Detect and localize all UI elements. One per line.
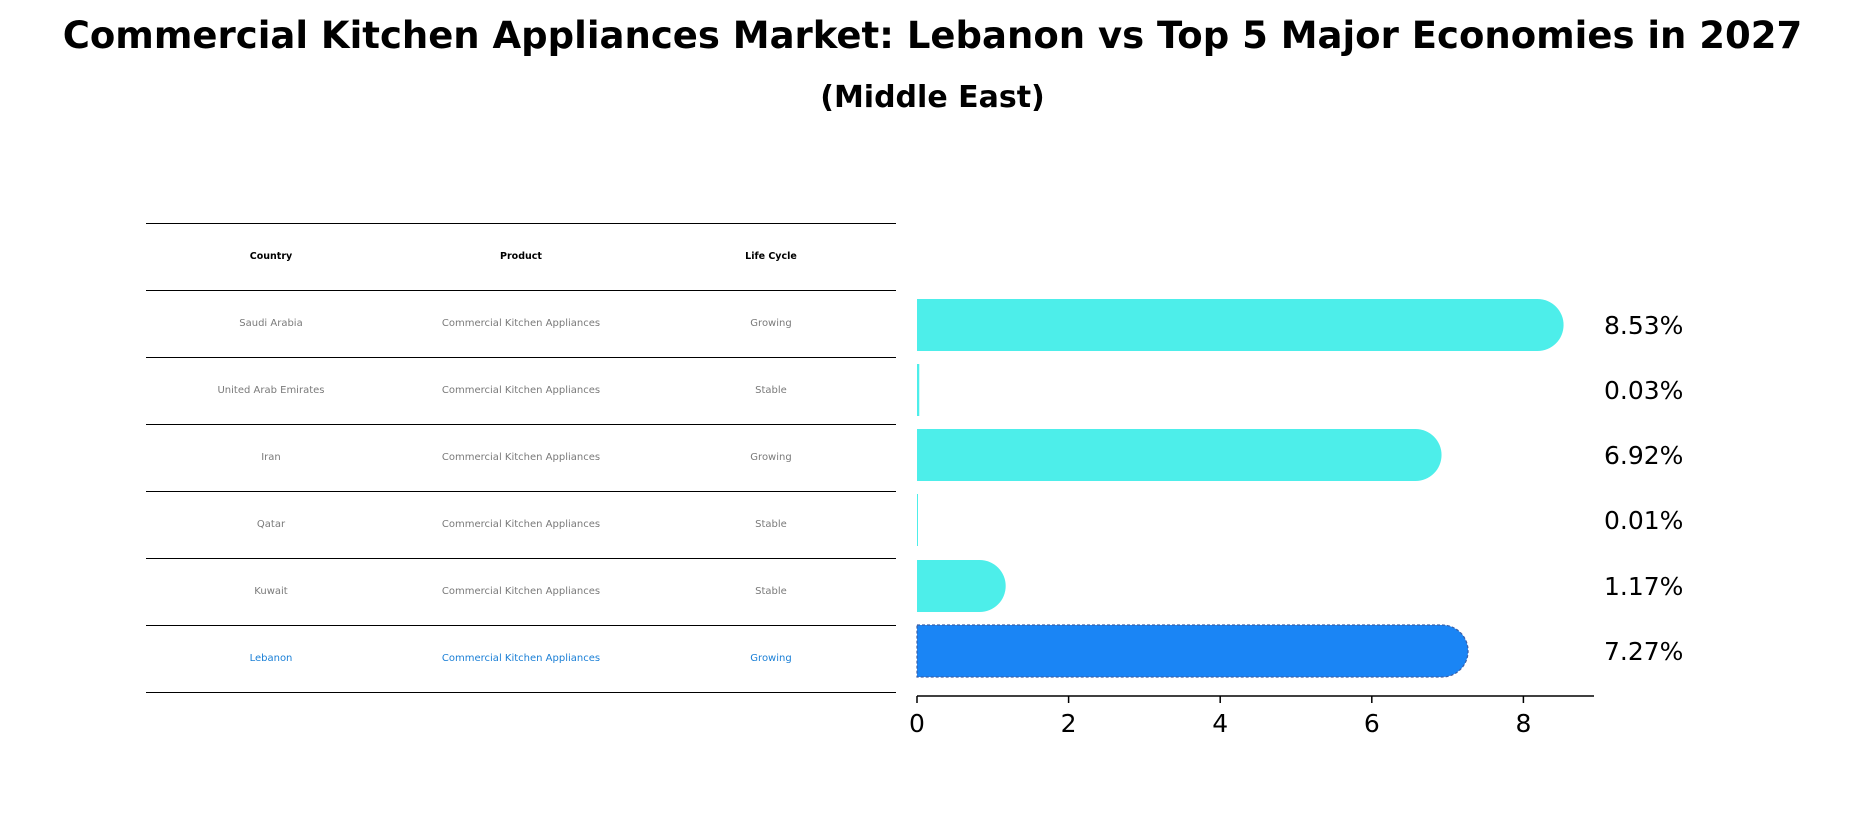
- product-cell: Commercial Kitchen Appliances: [441, 586, 601, 597]
- country-cell: Kuwait: [254, 586, 288, 597]
- bar-iran: [917, 429, 1442, 481]
- table-row: United Arab Emirates Commercial Kitchen …: [146, 357, 896, 424]
- product-cell: Commercial Kitchen Appliances: [441, 318, 601, 329]
- bar-kuwait: [917, 560, 1006, 612]
- product-cell: Commercial Kitchen Appliances: [441, 653, 601, 664]
- product-cell: Commercial Kitchen Appliances: [441, 385, 601, 396]
- table-row: Qatar Commercial Kitchen Appliances Stab…: [146, 491, 896, 558]
- x-tick-label: 6: [1364, 709, 1380, 738]
- table-rule: [146, 357, 896, 358]
- table-rule: [146, 692, 896, 693]
- country-cell: Qatar: [256, 519, 286, 530]
- column-header-product: Product: [500, 251, 542, 262]
- x-tick-label: 0: [909, 709, 925, 738]
- country-cell: Saudi Arabia: [239, 318, 303, 329]
- table-row-highlight: Lebanon Commercial Kitchen Appliances Gr…: [146, 625, 896, 692]
- table-header: Country Product Life Cycle: [146, 223, 896, 290]
- table-rule: [146, 625, 896, 626]
- life-cycle-cell: Stable: [755, 519, 787, 530]
- life-cycle-cell: Growing: [750, 653, 792, 664]
- bar-saudi-arabia: [917, 299, 1564, 351]
- chart-subtitle: (Middle East): [820, 80, 1045, 115]
- table-rule: [146, 290, 896, 291]
- table-rule: [146, 223, 896, 224]
- country-cell: Lebanon: [249, 653, 293, 664]
- x-tick-label: 8: [1515, 709, 1531, 738]
- country-cell: United Arab Emirates: [217, 385, 325, 396]
- x-tick-label: 2: [1061, 709, 1077, 738]
- table-row: Iran Commercial Kitchen Appliances Growi…: [146, 424, 896, 491]
- life-cycle-cell: Stable: [755, 586, 787, 597]
- bar-qatar: [917, 494, 918, 546]
- data-label: 1.17%: [1604, 572, 1683, 601]
- bar-lebanon: [916, 624, 1469, 678]
- table-rule: [146, 491, 896, 492]
- country-cell: Iran: [261, 452, 281, 463]
- column-header-country: Country: [249, 251, 293, 262]
- table-row: Kuwait Commercial Kitchen Appliances Sta…: [146, 558, 896, 625]
- table-row: Saudi Arabia Commercial Kitchen Applianc…: [146, 290, 896, 357]
- data-label: 0.03%: [1604, 376, 1683, 405]
- product-cell: Commercial Kitchen Appliances: [441, 519, 601, 530]
- x-tick-label: 4: [1212, 709, 1228, 738]
- table-rule: [146, 424, 896, 425]
- data-label: 7.27%: [1604, 637, 1683, 666]
- life-cycle-cell: Growing: [750, 452, 792, 463]
- column-header-life-cycle: Life Cycle: [745, 251, 797, 262]
- life-cycle-cell: Growing: [750, 318, 792, 329]
- chart-title: Commercial Kitchen Appliances Market: Le…: [62, 14, 1803, 57]
- bar-united-arab-emirates: [917, 364, 920, 416]
- life-cycle-cell: Stable: [755, 385, 787, 396]
- data-label: 0.01%: [1604, 506, 1683, 535]
- data-label: 6.92%: [1604, 441, 1683, 470]
- data-label: 8.53%: [1604, 311, 1683, 340]
- product-cell: Commercial Kitchen Appliances: [441, 452, 601, 463]
- table-rule: [146, 558, 896, 559]
